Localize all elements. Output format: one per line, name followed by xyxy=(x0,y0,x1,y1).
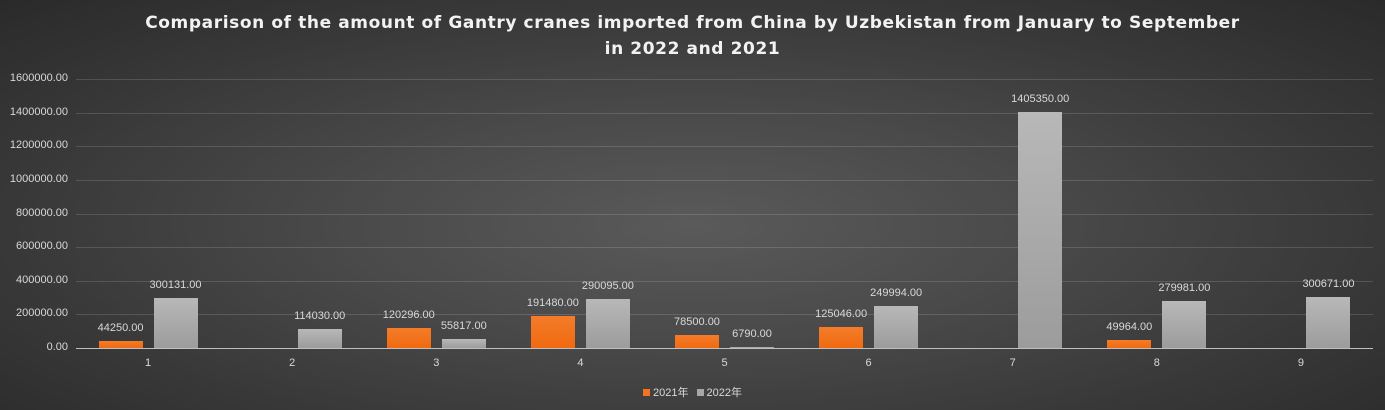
gridline xyxy=(76,214,1373,215)
chart-title: Comparison of the amount of Gantry crane… xyxy=(0,10,1385,62)
bar-2022-month-3[interactable] xyxy=(441,339,486,348)
data-label: 279981.00 xyxy=(1158,282,1211,294)
bar-2021-month-3[interactable] xyxy=(386,328,431,348)
gridline xyxy=(76,79,1373,80)
y-tick-label: 800000.00 xyxy=(16,207,68,219)
bar-2022-month-1[interactable] xyxy=(153,298,198,348)
gridline xyxy=(76,146,1373,147)
x-tick-label: 2 xyxy=(289,357,296,369)
data-label: 55817.00 xyxy=(440,320,487,332)
data-label: 114030.00 xyxy=(294,310,346,322)
y-tick-label: 600000.00 xyxy=(16,240,68,252)
x-tick-label: 4 xyxy=(577,357,584,369)
chart-title-line-2: in 2022 and 2021 xyxy=(604,39,781,59)
data-label: 6790.00 xyxy=(732,328,772,340)
bar-2021-month-4[interactable] xyxy=(530,316,575,348)
gridline xyxy=(76,180,1373,181)
legend-swatch-2022 xyxy=(696,388,704,396)
y-tick-label: 1000000.00 xyxy=(9,173,68,185)
data-label: 125046.00 xyxy=(815,308,868,320)
data-label: 49964.00 xyxy=(1106,321,1153,333)
bar-2021-month-5[interactable] xyxy=(675,335,719,348)
x-tick-label: 5 xyxy=(721,357,728,369)
bar-2022-month-5[interactable] xyxy=(730,347,774,348)
legend-swatch-2021 xyxy=(643,388,651,396)
gridline xyxy=(76,247,1373,248)
gridline xyxy=(76,314,1373,315)
data-label: 300671.00 xyxy=(1302,278,1355,290)
x-tick-label: 9 xyxy=(1297,357,1304,369)
x-axis-line xyxy=(76,348,1373,349)
gridline xyxy=(76,113,1373,114)
y-tick-label: 1200000.00 xyxy=(9,139,68,151)
x-tick-label: 8 xyxy=(1153,357,1160,369)
bar-2021-month-6[interactable] xyxy=(819,327,864,348)
data-label: 44250.00 xyxy=(97,322,144,334)
data-label: 78500.00 xyxy=(674,316,720,328)
legend-label-2022: 2022年 xyxy=(706,387,742,399)
y-tick-label: 1400000.00 xyxy=(9,106,68,118)
bar-2022-month-7[interactable] xyxy=(1018,112,1063,348)
y-tick-label: 200000.00 xyxy=(16,307,68,319)
data-label: 290095.00 xyxy=(581,280,634,292)
x-tick-label: 3 xyxy=(433,357,440,369)
bar-2022-month-6[interactable] xyxy=(874,306,919,348)
legend-item-2022[interactable]: 2022年 xyxy=(696,384,742,400)
x-tick-label: 7 xyxy=(1009,357,1016,369)
data-label: 1405350.00 xyxy=(1011,93,1070,105)
chart-title-line-1: Comparison of the amount of Gantry crane… xyxy=(145,13,1240,33)
x-tick-label: 6 xyxy=(865,357,872,369)
data-label: 300131.00 xyxy=(149,279,202,291)
bar-2022-month-4[interactable] xyxy=(585,299,630,348)
legend-label-2021: 2021年 xyxy=(653,387,689,399)
bar-2022-month-9[interactable] xyxy=(1306,297,1351,348)
y-tick-label: 1600000.00 xyxy=(9,72,68,84)
y-tick-label: 0.00 xyxy=(46,341,68,353)
data-label: 191480.00 xyxy=(526,297,579,309)
data-label: 249994.00 xyxy=(870,287,923,299)
x-tick-label: 1 xyxy=(144,357,152,369)
bar-2022-month-8[interactable] xyxy=(1162,301,1207,348)
bar-2022-month-2[interactable] xyxy=(297,329,342,348)
legend-item-2021[interactable]: 2021年 xyxy=(643,384,689,400)
bar-2021-month-8[interactable] xyxy=(1107,340,1152,348)
gridline xyxy=(76,281,1373,282)
data-label: 120296.00 xyxy=(382,309,435,321)
bar-2021-month-1[interactable] xyxy=(98,341,143,348)
y-tick-label: 400000.00 xyxy=(16,274,68,286)
legend: 2021年 2022年 xyxy=(0,384,1385,400)
